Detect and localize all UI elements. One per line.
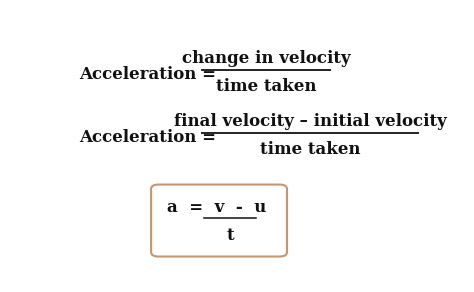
Text: Acceleration =: Acceleration = xyxy=(80,129,217,146)
Text: final velocity – initial velocity: final velocity – initial velocity xyxy=(173,113,447,130)
Text: Acceleration =: Acceleration = xyxy=(80,66,217,83)
FancyBboxPatch shape xyxy=(151,185,287,256)
Text: time taken: time taken xyxy=(216,78,316,95)
Text: change in velocity: change in velocity xyxy=(182,50,350,67)
Text: t: t xyxy=(226,227,234,244)
Text: time taken: time taken xyxy=(260,141,360,158)
Text: a  =  v  -  u: a = v - u xyxy=(166,199,266,216)
